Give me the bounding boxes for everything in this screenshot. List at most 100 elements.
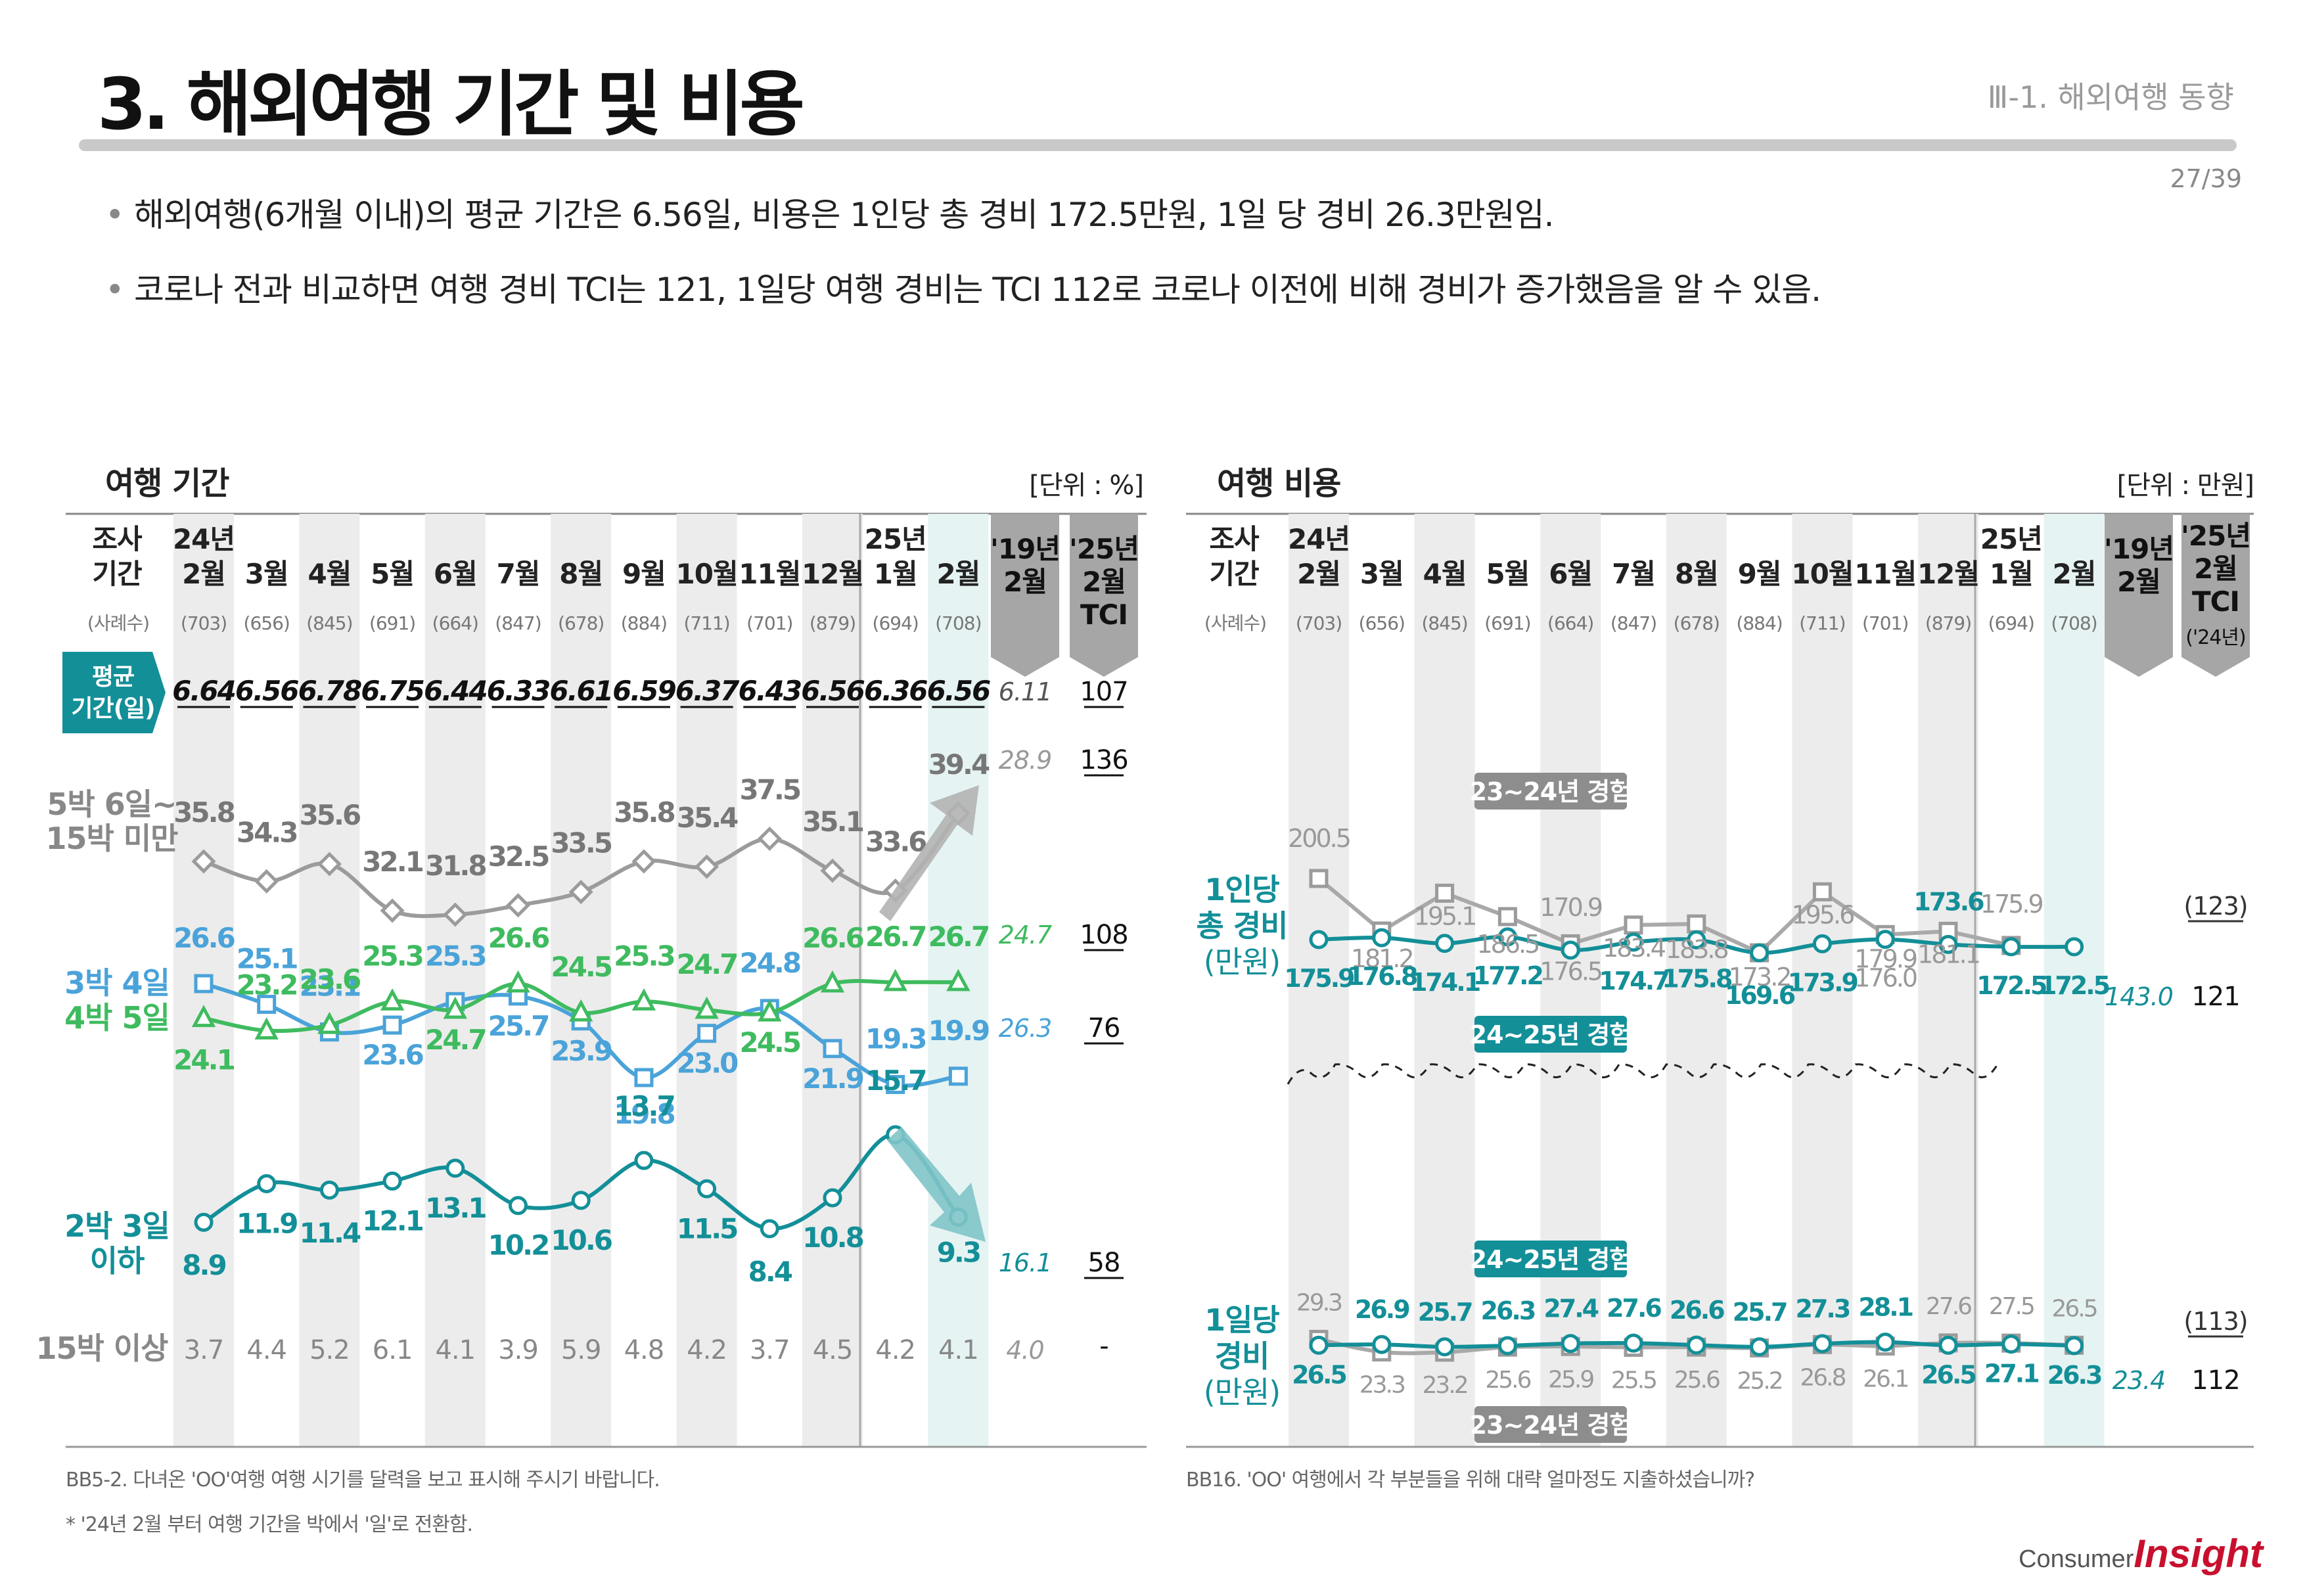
data-label: 25.1 [237,943,297,975]
series-line [1317,877,2012,955]
data-point [317,1011,342,1034]
bullet-text: 코로나 전과 비교하면 여행 경비 TCI는 121, 1일당 여행 경비는 T… [134,271,1821,309]
ref-column-label: 2월 [2194,553,2237,585]
data-point [1687,930,1706,949]
sample-count: (711) [683,612,729,634]
data-point [1561,1334,1580,1354]
bottom-tci: - [1099,1331,1108,1361]
month-label: 1월 [1990,558,2033,590]
ref-19-value: 16.1 [999,1248,1052,1277]
series-label: 2박 3일 [64,1208,170,1244]
ref-column-label: 2월 [1003,566,1047,598]
month-label: 4월 [308,558,351,590]
month-label: 8월 [559,558,603,590]
ref-column-label: ('24년) [2185,626,2245,649]
data-point [257,1174,277,1193]
data-label: 27.6 [1926,1293,1971,1320]
up-trend-arrow [879,785,979,921]
data-point [569,999,593,1022]
data-label: 35.6 [300,799,360,831]
data-label: 25.5 [1611,1367,1656,1394]
data-point [319,1180,339,1200]
header-label: 조사 [1209,523,1260,555]
group-label: 총 경비 [1197,908,1288,944]
data-label: 175.9 [1980,890,2043,919]
ref-column-tab [991,514,1059,677]
data-point [695,854,719,879]
bottom-row-value: 4.2 [875,1335,915,1365]
bottom-row-label: 15박 이상 [36,1331,169,1366]
data-label: 37.5 [739,774,800,806]
data-point [380,988,405,1011]
data-label: 26.8 [1800,1364,1845,1391]
tci-value: 121 [2191,982,2239,1012]
sample-count: (678) [1674,612,1720,634]
data-label: 179.9 [1854,944,1917,973]
avg-value: 6.75 [361,675,424,707]
month-label: 5월 [371,558,414,590]
data-point [820,858,845,883]
data-label: 11.9 [237,1207,297,1239]
data-point [1309,1335,1329,1355]
chart-title: 여행 기간 [105,465,229,502]
data-label: 195.6 [1792,900,1854,929]
header-label: 조사 [92,523,143,555]
data-point [506,970,530,993]
data-point [758,999,782,1022]
data-point [254,869,279,894]
data-label: 25.6 [1674,1367,1720,1394]
bottom-row-value: 4.1 [435,1335,475,1365]
month-label: 10월 [1791,558,1853,590]
data-point [883,969,907,992]
avg-value: 6.56 [927,675,990,707]
data-label: 26.9 [1355,1295,1409,1324]
year-label: 24년 [173,523,235,555]
avg-value: 6.56 [235,675,298,707]
data-label: 176.5 [1540,957,1601,986]
data-point [1938,1335,1958,1355]
group-label: 경비 [1215,1338,1269,1374]
data-label: 23.2 [237,969,297,1001]
year-label: 25년 [1980,523,2042,555]
data-label: 33.5 [551,827,611,859]
data-point [257,995,277,1015]
data-point [1687,1335,1706,1355]
data-label: 34.3 [237,816,297,848]
ref-19-value: 24.7 [999,921,1052,949]
data-label: 27.3 [1796,1294,1850,1323]
avg-value: 6.59 [612,675,675,707]
ref-19-value: 28.9 [999,746,1052,775]
legend-tag-text: 24~25년 경험 [1470,1020,1632,1049]
month-label: 1월 [874,558,917,590]
header-label: 기간 [92,558,142,590]
month-label: 10월 [676,558,738,590]
month-label: 12월 [1917,558,1979,590]
alt-month-band [676,514,737,1447]
data-point [697,1179,717,1198]
bottom-row-value: 5.9 [561,1335,601,1365]
data-point [823,1039,842,1059]
data-point [946,969,970,992]
ref-19-value: 143.0 [2105,982,2173,1011]
sample-label: (사례수) [1204,612,1266,634]
data-label: 24.7 [677,948,737,980]
data-label: 176.0 [1854,964,1917,993]
data-point [445,1158,465,1178]
data-label: 23.3 [1359,1372,1405,1399]
alt-month-band [1918,514,1978,1447]
data-point [1812,1334,1832,1354]
sample-count: (847) [495,612,541,634]
tci-value: 108 [1080,920,1128,950]
sample-count: (884) [621,612,667,634]
sample-count: (701) [746,612,792,634]
data-label: 26.5 [1921,1360,1975,1389]
tci-prev-value: (113) [2183,1307,2247,1336]
sample-count: (656) [1359,612,1405,634]
month-label: 3월 [245,558,288,590]
data-point [382,1172,402,1191]
data-label: 8.4 [748,1256,792,1288]
data-label: 173.6 [1913,887,1984,916]
sample-count: (694) [873,612,919,634]
ref-column-tab [2181,514,2250,677]
page-number: 27/39 [2170,164,2242,193]
